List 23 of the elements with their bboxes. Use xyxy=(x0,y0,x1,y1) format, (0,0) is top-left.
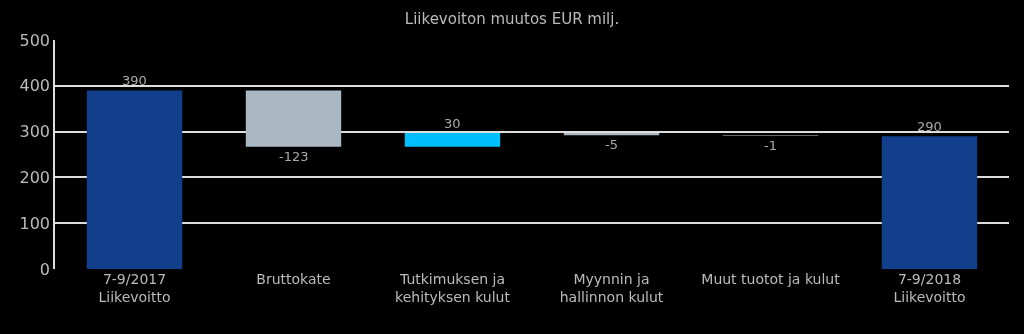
x-tick-label: 7-9/2018 Liikevoitto xyxy=(893,271,966,306)
data-label: 30 xyxy=(444,116,461,131)
data-label: 290 xyxy=(917,119,942,134)
y-tick-label: 200 xyxy=(19,168,51,187)
data-label: -5 xyxy=(605,137,618,152)
data-label: -123 xyxy=(279,149,309,164)
y-tick-label: 300 xyxy=(19,122,51,142)
x-tick-label: 7-9/2017 Liikevoitto xyxy=(98,271,171,306)
x-tick-label: Bruttokate xyxy=(256,271,331,287)
x-tick-label: Tutkimuksen ja kehityksen kulut xyxy=(395,271,511,306)
y-tick-label: 500 xyxy=(19,30,51,50)
y-tick-label: 0 xyxy=(39,259,51,279)
bar xyxy=(245,90,342,147)
bar xyxy=(86,90,183,269)
y-tick-label: 400 xyxy=(19,76,51,96)
chart-title: Liikevoiton muutos EUR milj. xyxy=(404,9,620,28)
y-tick-label: 100 xyxy=(19,213,51,233)
data-label: 390 xyxy=(122,73,147,88)
bar xyxy=(881,136,978,269)
bar xyxy=(404,132,501,147)
x-tick-label: Myynnin ja hallinnon kulut xyxy=(559,271,664,306)
x-tick-label: Muut tuotot ja kulut xyxy=(701,271,841,287)
data-label: -1 xyxy=(764,138,777,153)
